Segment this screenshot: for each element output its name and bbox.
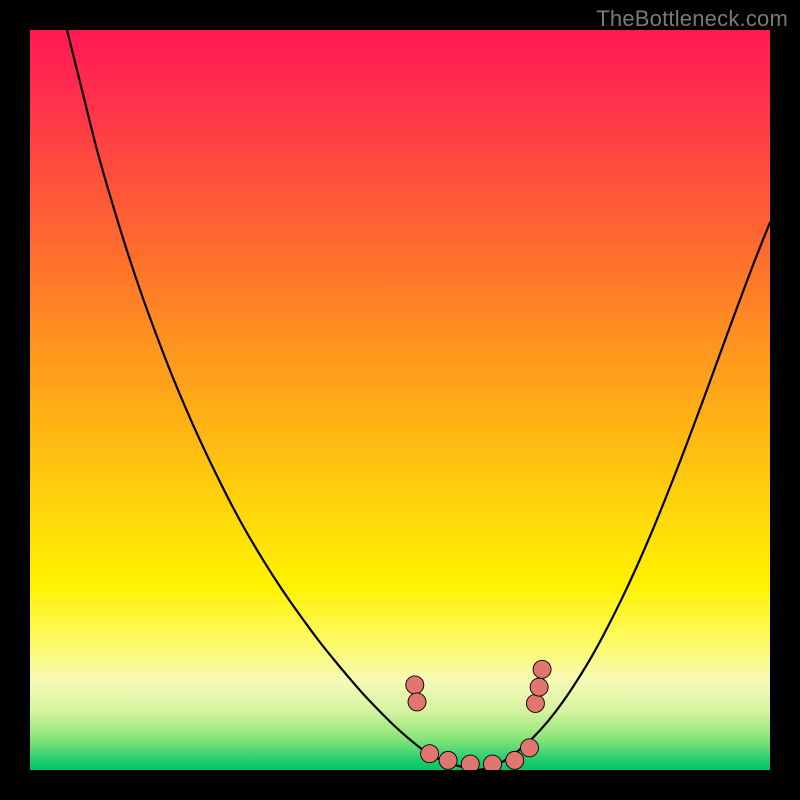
- marker-point: [533, 660, 551, 678]
- marker-point: [406, 676, 424, 694]
- marker-point: [526, 694, 544, 712]
- gradient-background: [30, 30, 770, 770]
- marker-point: [521, 739, 539, 757]
- frame: TheBottleneck.com: [0, 0, 800, 800]
- marker-point: [530, 678, 548, 696]
- marker-point: [506, 751, 524, 769]
- marker-point: [421, 745, 439, 763]
- plot-area: [30, 30, 770, 770]
- marker-point: [439, 751, 457, 769]
- marker-point: [484, 755, 502, 770]
- chart-svg: [30, 30, 770, 770]
- watermark-text: TheBottleneck.com: [596, 6, 788, 32]
- marker-point: [408, 693, 426, 711]
- marker-point: [461, 755, 479, 770]
